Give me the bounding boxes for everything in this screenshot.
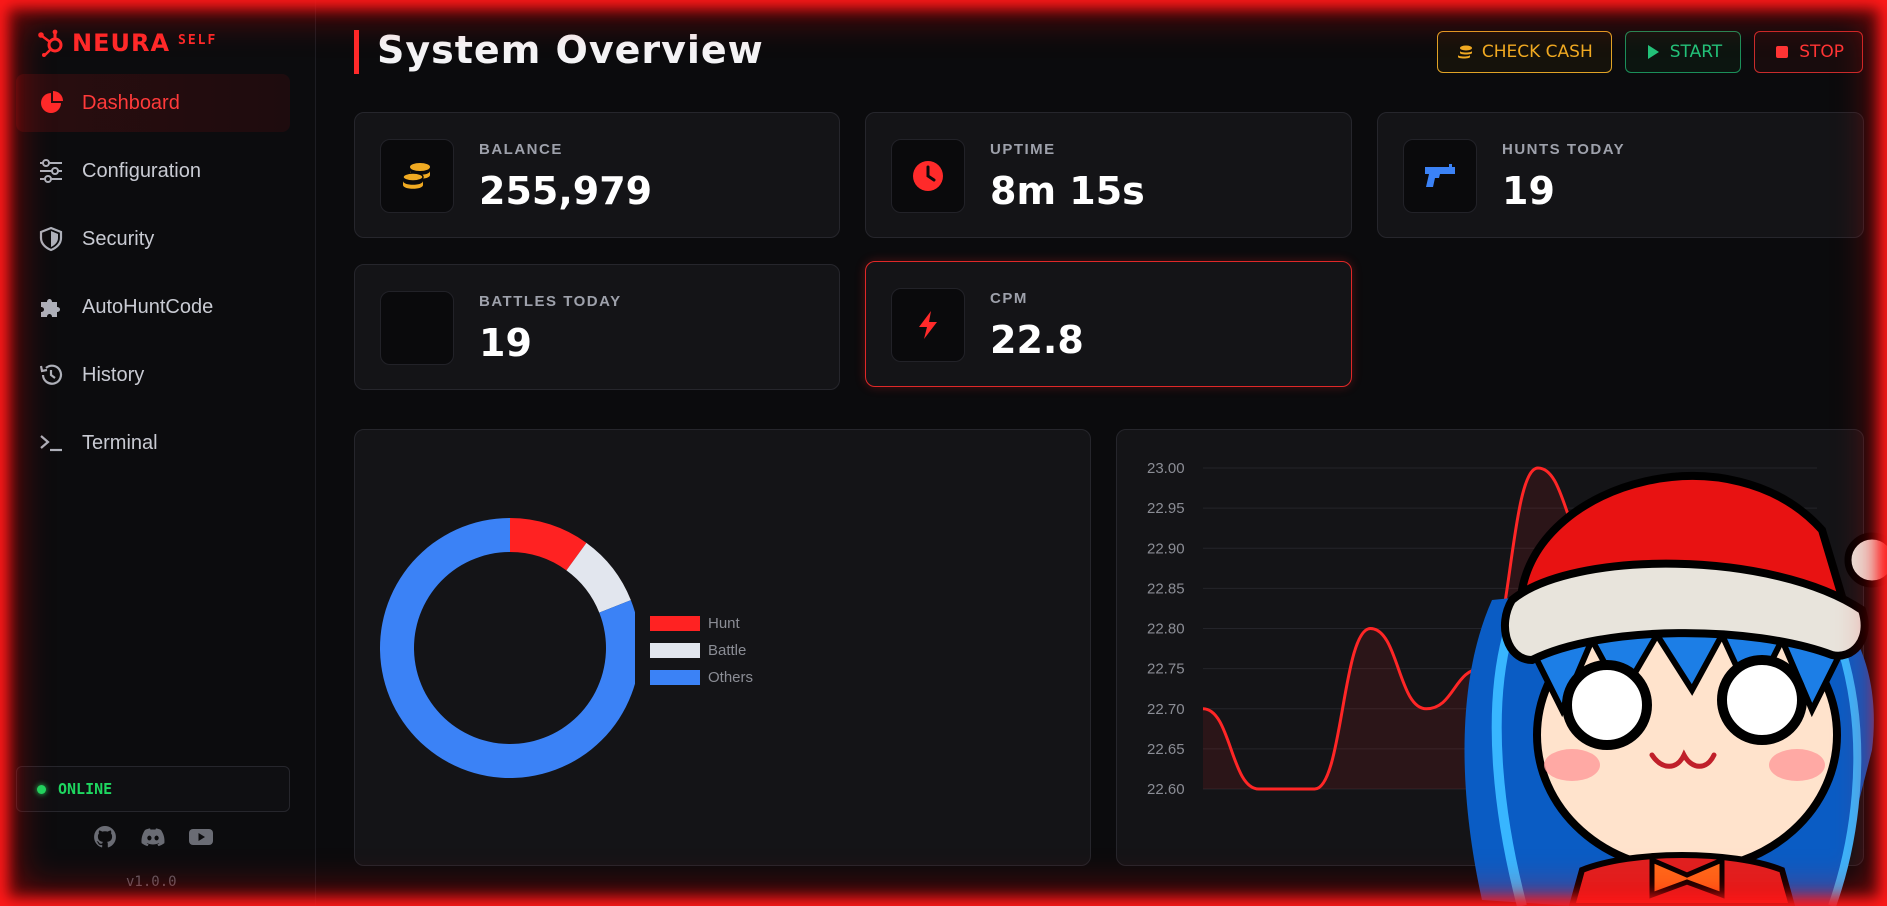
balance-card: BALANCE 255,979	[354, 112, 840, 238]
gun-icon	[1425, 164, 1455, 187]
sidebar-item-label: Security	[82, 227, 155, 250]
shield-icon	[39, 226, 63, 252]
donut-chart	[380, 518, 635, 778]
cpm-data-point[interactable]	[1420, 703, 1432, 715]
sidebar-item-terminal[interactable]: Terminal	[16, 414, 290, 472]
cpm-card: CPM 22.8	[865, 261, 1352, 387]
battles-icon-box	[380, 291, 454, 365]
sidebar-nav: Dashboard Configuration Security	[16, 74, 290, 482]
pie-chart-icon	[41, 91, 63, 113]
sidebar-item-label: History	[82, 363, 145, 386]
sidebar-item-label: Configuration	[82, 159, 201, 182]
sidebar-item-autohuntcode[interactable]: AutoHuntCode	[16, 278, 290, 336]
hunts-value: 19	[1502, 169, 1555, 213]
sidebar-item-label: AutoHuntCode	[82, 295, 214, 318]
mascot-illustration	[1464, 472, 1887, 906]
sidebar-item-dashboard[interactable]: Dashboard	[16, 74, 290, 132]
action-buttons: CHECK CASH START STOP	[1436, 31, 1863, 73]
title-accent-bar	[354, 30, 359, 74]
page-title: System Overview	[377, 28, 764, 72]
check-cash-label: CHECK CASH	[1481, 42, 1593, 62]
battles-card: BATTLES TODAY 19	[354, 264, 840, 390]
donut-slice-battle[interactable]	[566, 542, 631, 613]
brand-name: NEURA	[72, 29, 171, 57]
legend-swatch-hunt	[650, 616, 700, 631]
donut-legend: Hunt Battle Others	[650, 610, 753, 691]
puzzle-icon	[41, 299, 60, 317]
uptime-card: UPTIME 8m 15s	[865, 112, 1352, 238]
check-cash-button[interactable]: CHECK CASH	[1436, 31, 1612, 73]
cpm-data-point[interactable]	[1309, 783, 1321, 795]
bolt-icon	[919, 311, 937, 339]
version-label: v1.0.0	[126, 874, 177, 890]
sidebar: NEURA SELF Dashboard Configuration	[0, 0, 316, 906]
y-tick-label: 22.85	[1147, 580, 1185, 597]
terminal-icon	[40, 435, 62, 452]
uptime-label: UPTIME	[990, 141, 1056, 158]
connection-status: ONLINE	[16, 766, 290, 812]
legend-swatch-others	[650, 670, 700, 685]
history-icon	[39, 364, 63, 385]
donut-slice-hunt[interactable]	[510, 518, 587, 571]
cpm-data-point[interactable]	[1364, 623, 1376, 635]
cpm-icon-box	[891, 288, 965, 362]
status-dot-icon	[37, 784, 46, 794]
sidebar-item-security[interactable]: Security	[16, 210, 290, 268]
y-tick-label: 22.90	[1147, 540, 1185, 557]
brand-tag: SELF	[178, 32, 218, 48]
social-links	[92, 824, 214, 850]
sidebar-item-history[interactable]: History	[16, 346, 290, 404]
youtube-icon[interactable]	[188, 824, 214, 850]
stop-label: STOP	[1799, 42, 1844, 62]
status-text: ONLINE	[58, 780, 113, 798]
start-button[interactable]: START	[1624, 31, 1742, 73]
discord-icon[interactable]	[140, 824, 166, 850]
legend-swatch-battle	[650, 643, 700, 658]
cpm-data-point[interactable]	[1197, 703, 1209, 715]
y-tick-label: 23.00	[1147, 460, 1185, 477]
y-tick-label: 22.60	[1147, 781, 1185, 798]
sidebar-item-configuration[interactable]: Configuration	[16, 142, 290, 200]
balance-icon-box	[380, 139, 454, 213]
y-tick-label: 22.65	[1147, 741, 1185, 758]
legend-item-battle[interactable]: Battle	[650, 637, 753, 664]
y-tick-label: 22.70	[1147, 701, 1185, 718]
y-tick-label: 22.75	[1147, 661, 1185, 678]
legend-item-hunt[interactable]: Hunt	[650, 610, 753, 637]
battles-label: BATTLES TODAY	[479, 293, 622, 310]
legend-label-battle: Battle	[708, 642, 747, 659]
cpm-data-point[interactable]	[1253, 783, 1265, 795]
stop-button[interactable]: STOP	[1754, 31, 1863, 73]
hunts-icon-box	[1403, 139, 1477, 213]
sidebar-item-label: Dashboard	[82, 91, 180, 114]
clock-icon	[913, 161, 943, 191]
cpm-value: 22.8	[990, 318, 1084, 362]
activity-donut-panel: Hunt Battle Others	[354, 429, 1091, 866]
y-tick-label: 22.95	[1147, 500, 1185, 517]
github-icon[interactable]	[92, 824, 118, 850]
legend-label-hunt: Hunt	[708, 615, 740, 632]
battles-value: 19	[479, 321, 532, 365]
sliders-icon	[40, 159, 62, 183]
play-icon	[1647, 45, 1659, 59]
sidebar-item-label: Terminal	[82, 431, 158, 454]
coins-icon	[402, 163, 430, 189]
hubspot-like-logo-icon	[38, 29, 63, 57]
legend-item-others[interactable]: Others	[650, 664, 753, 691]
y-tick-label: 22.80	[1147, 621, 1185, 638]
hunts-card: HUNTS TODAY 19	[1377, 112, 1864, 238]
balance-value: 255,979	[479, 169, 653, 213]
balance-label: BALANCE	[479, 141, 563, 158]
hunts-label: HUNTS TODAY	[1502, 141, 1626, 158]
uptime-icon-box	[891, 139, 965, 213]
coins-icon	[1457, 45, 1472, 59]
start-label: START	[1669, 42, 1723, 62]
legend-label-others: Others	[708, 669, 754, 686]
brand[interactable]: NEURA SELF	[36, 28, 217, 58]
cpm-label: CPM	[990, 290, 1028, 307]
stop-icon	[1776, 46, 1789, 58]
uptime-value: 8m 15s	[990, 169, 1145, 213]
